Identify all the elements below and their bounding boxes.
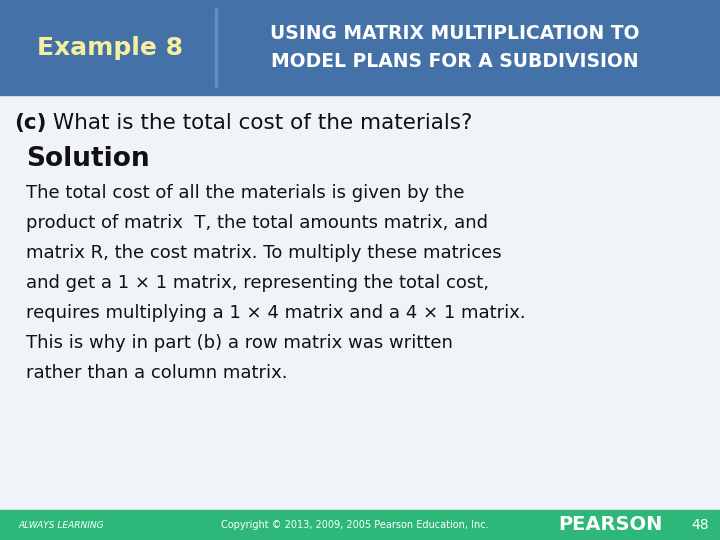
Text: Solution: Solution	[26, 146, 150, 172]
Text: What is the total cost of the materials?: What is the total cost of the materials?	[46, 113, 472, 133]
Text: 48: 48	[691, 518, 708, 532]
Text: This is why in part (b) a row matrix was written: This is why in part (b) a row matrix was…	[26, 334, 453, 352]
Text: rather than a column matrix.: rather than a column matrix.	[26, 364, 287, 382]
Text: MODEL PLANS FOR A SUBDIVISION: MODEL PLANS FOR A SUBDIVISION	[271, 52, 639, 71]
Bar	[0, 510, 720, 540]
Text: USING MATRIX MULTIPLICATION TO: USING MATRIX MULTIPLICATION TO	[270, 24, 640, 43]
Text: The total cost of all the materials is given by the: The total cost of all the materials is g…	[26, 184, 464, 202]
Text: ALWAYS LEARNING: ALWAYS LEARNING	[18, 521, 104, 530]
Text: matrix R, the cost matrix. To multiply these matrices: matrix R, the cost matrix. To multiply t…	[26, 244, 502, 262]
Text: Copyright © 2013, 2009, 2005 Pearson Education, Inc.: Copyright © 2013, 2009, 2005 Pearson Edu…	[221, 520, 489, 530]
Bar	[0, 0, 720, 95]
Text: Example 8: Example 8	[37, 36, 183, 59]
Text: PEARSON: PEARSON	[558, 516, 662, 535]
Text: requires multiplying a 1 × 4 matrix and a 4 × 1 matrix.: requires multiplying a 1 × 4 matrix and …	[26, 304, 526, 322]
Bar	[215, 8, 217, 87]
Text: product of matrix  T, the total amounts matrix, and: product of matrix T, the total amounts m…	[26, 214, 488, 232]
Text: (c): (c)	[14, 113, 47, 133]
Text: and get a 1 × 1 matrix, representing the total cost,: and get a 1 × 1 matrix, representing the…	[26, 274, 489, 292]
